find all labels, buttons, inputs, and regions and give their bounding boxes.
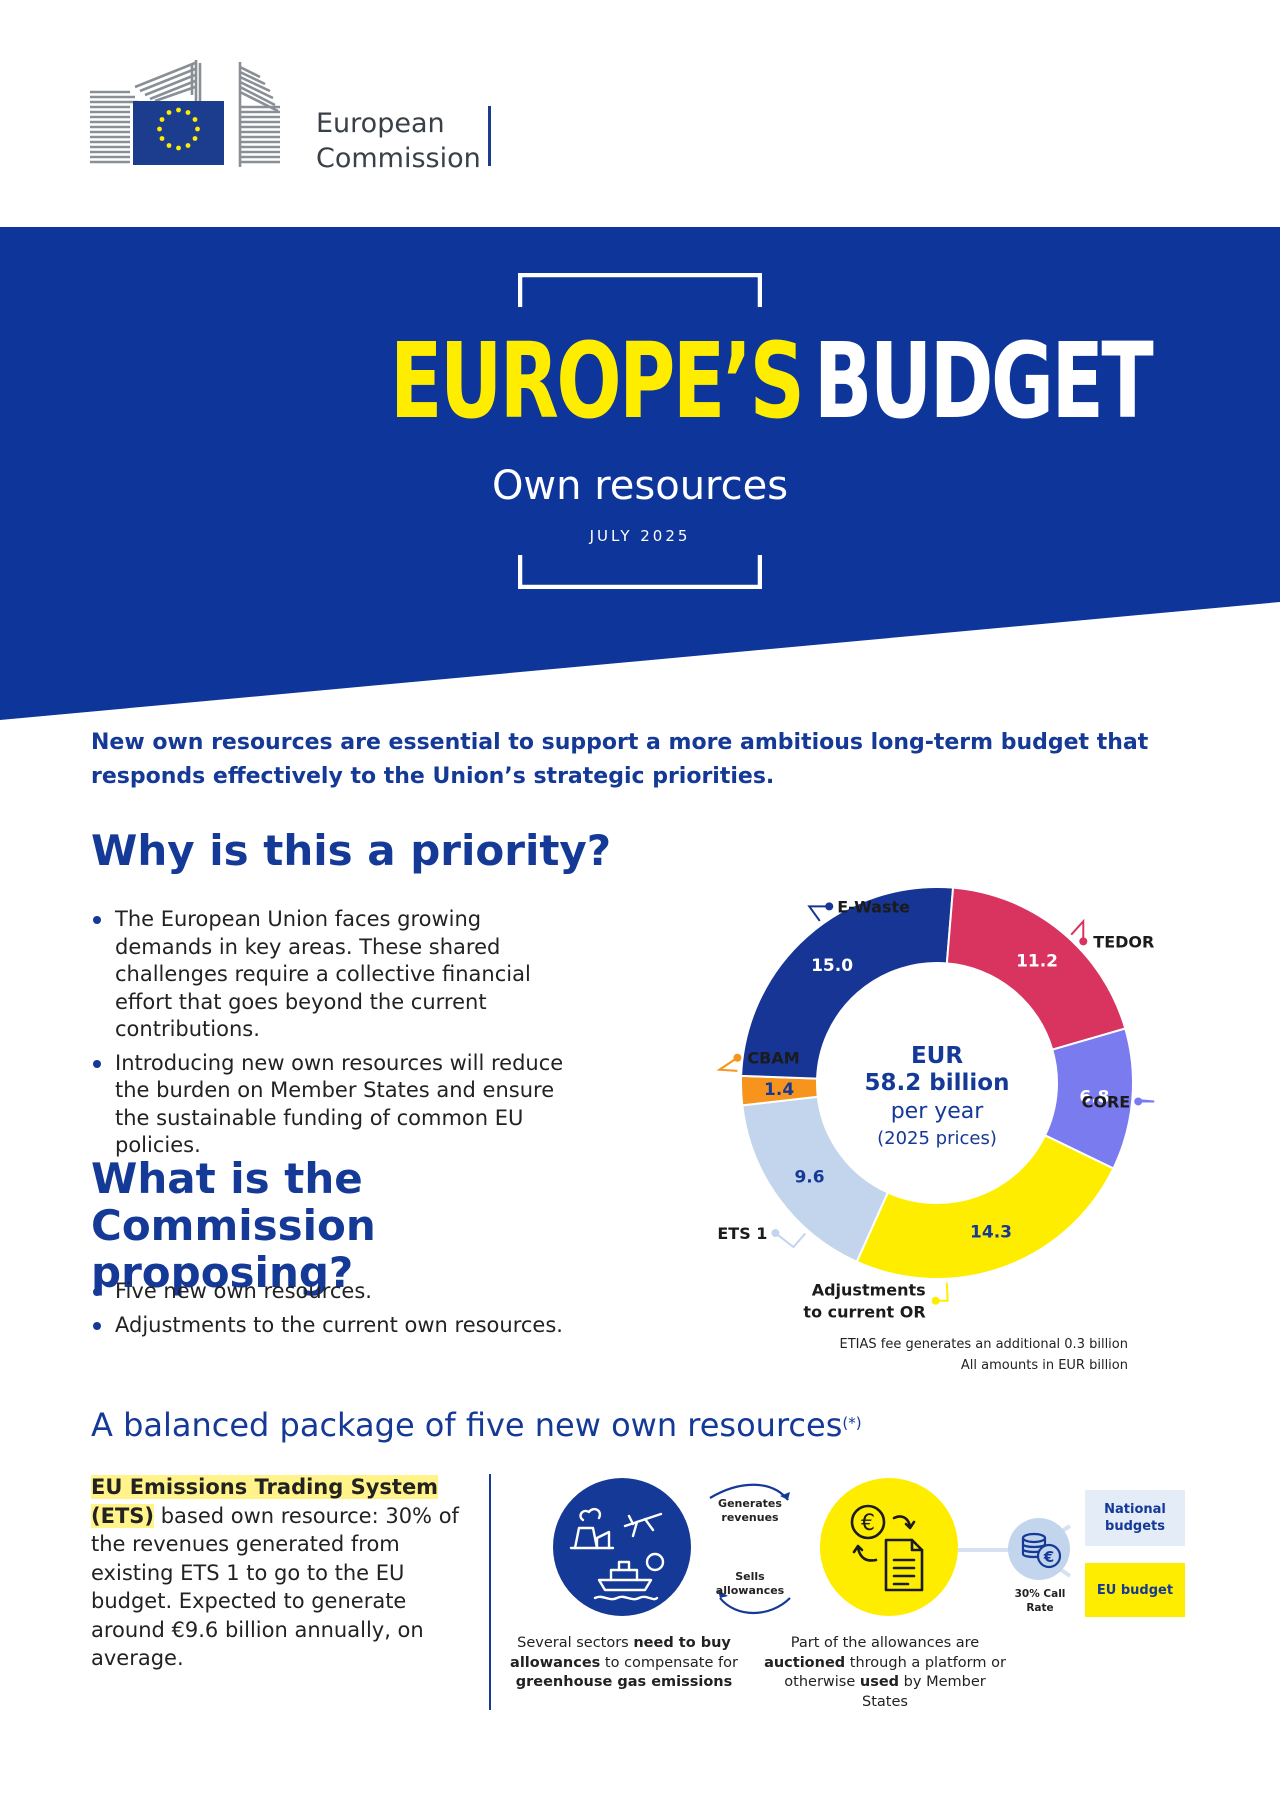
donut-center-line4: (2025 prices) xyxy=(877,1128,997,1149)
banner-subtitle: Own resources xyxy=(491,463,789,509)
chart-notes: ETIAS fee generates an additional 0.3 bi… xyxy=(700,1334,1128,1376)
proposal-heading-line2: proposing? xyxy=(91,1248,354,1297)
package-heading-sup: (*) xyxy=(842,1414,862,1432)
donut-value-label: 1.4 xyxy=(764,1080,794,1100)
donut-value-label: 14.3 xyxy=(970,1222,1012,1242)
donut-category-label: Adjustments xyxy=(812,1281,926,1300)
ec-building-icon xyxy=(90,60,280,167)
auction-caption: Part of the allowances are auctioned thr… xyxy=(764,1635,1006,1710)
ets-description: EU Emissions Trading System (ETS) based … xyxy=(91,1473,471,1673)
why-bullets: The European Union faces growing demands… xyxy=(91,906,571,1166)
donut-value-label: 9.6 xyxy=(794,1167,824,1187)
arrow-bottom-label: Sells allowances xyxy=(715,1570,785,1597)
intro-text: New own resources are essential to suppo… xyxy=(91,730,1149,789)
banner-date: JULY 2025 xyxy=(589,527,691,545)
donut-category-label: ETS 1 xyxy=(717,1224,767,1243)
donut-slice-tedor xyxy=(945,886,1127,1051)
logo-text: European Commission xyxy=(316,106,481,176)
donut-category-label: to current OR xyxy=(803,1303,925,1320)
donut-leader-dot xyxy=(931,1296,940,1305)
auction-icon: € xyxy=(820,1478,958,1616)
sectors-icon xyxy=(553,1478,691,1616)
coins-icon: € xyxy=(1008,1518,1070,1580)
donut-slice-e-waste xyxy=(740,886,955,1080)
donut-leader-dot xyxy=(771,1229,780,1238)
banner-title-budget: BUDGET xyxy=(813,320,1154,442)
ets-body: based own resource: 30% of the revenues … xyxy=(91,1503,459,1671)
donut-center-line1: EUR xyxy=(911,1043,963,1069)
eu-budget-box: EU budget xyxy=(1085,1563,1185,1617)
donut-leader-line xyxy=(1070,918,1085,942)
donut-category-label: E-Waste xyxy=(837,897,910,916)
donut-center-line2: 58.2 billion xyxy=(865,1070,1010,1096)
donut-center-line3: per year xyxy=(891,1099,985,1124)
logo-line2: Commission xyxy=(316,143,481,174)
banner-title-europes: EUROPE’S xyxy=(390,320,805,442)
banner-background xyxy=(0,227,1280,720)
donut-leader-line xyxy=(807,905,830,922)
package-divider xyxy=(489,1474,491,1710)
donut-slice-adjustments-to-current-or xyxy=(855,1133,1115,1280)
donut-category-label: TEDOR xyxy=(1093,932,1154,951)
donut-leader-line xyxy=(774,1232,807,1249)
arrow-top-label: Generates revenues xyxy=(718,1497,782,1524)
donut-leader-dot xyxy=(825,902,834,911)
ec-logo xyxy=(90,55,510,170)
cycle-arrows-icon xyxy=(709,1483,791,1615)
banner-frame xyxy=(518,273,762,589)
banner-title: EUROPE’S BUDGET xyxy=(390,326,1154,436)
donut-category-label: CBAM xyxy=(747,1049,799,1068)
donut-leader-dot xyxy=(1079,937,1088,946)
list-item: The European Union faces growing demands… xyxy=(91,906,571,1044)
logo-divider xyxy=(488,106,491,166)
donut-value-label: 11.2 xyxy=(1016,952,1058,972)
donut-leader-dot xyxy=(1134,1097,1143,1106)
svg-text:€: € xyxy=(861,1511,875,1536)
donut-value-label: 15.0 xyxy=(811,956,853,976)
call-rate-label: 30% Call Rate xyxy=(1014,1588,1066,1614)
donut-leader-dot xyxy=(733,1053,742,1062)
donut-category-label: CORE xyxy=(1082,1092,1131,1111)
proposal-bullets: Five new own resources. Adjustments to t… xyxy=(91,1278,611,1345)
list-item: Five new own resources. xyxy=(91,1278,611,1306)
list-item: Introducing new own resources will reduc… xyxy=(91,1050,571,1160)
donut-leader-line xyxy=(1136,1098,1155,1103)
chart-note-etias: ETIAS fee generates an additional 0.3 bi… xyxy=(839,1337,1128,1352)
why-heading: Why is this a priority? xyxy=(91,826,612,875)
budget-donut-chart: 9.6 1.4 15.0 11.2 6.8 14.3 ETS 1 CBAM E-Waste TE… xyxy=(716,886,1155,1320)
proposal-heading: What is the Commission proposing? xyxy=(91,1155,651,1296)
sectors-caption: Several sectors need to buy allowances t… xyxy=(510,1635,738,1690)
eu-stars-icon xyxy=(157,107,200,151)
donut-value-label: 6.8 xyxy=(1079,1087,1109,1107)
package-heading-text: A balanced package of five new own resou… xyxy=(91,1406,843,1444)
chart-note-units: All amounts in EUR billion xyxy=(960,1358,1128,1373)
logo-line1: European xyxy=(316,108,445,139)
national-budgets-box: National budgets xyxy=(1085,1490,1185,1546)
donut-leader-line xyxy=(716,1056,738,1072)
package-heading: A balanced package of five new own resou… xyxy=(91,1405,991,1445)
list-item: Adjustments to the current own resources… xyxy=(91,1312,611,1340)
proposal-heading-line1: What is the Commission xyxy=(91,1154,376,1250)
svg-text:€: € xyxy=(1043,1548,1054,1566)
